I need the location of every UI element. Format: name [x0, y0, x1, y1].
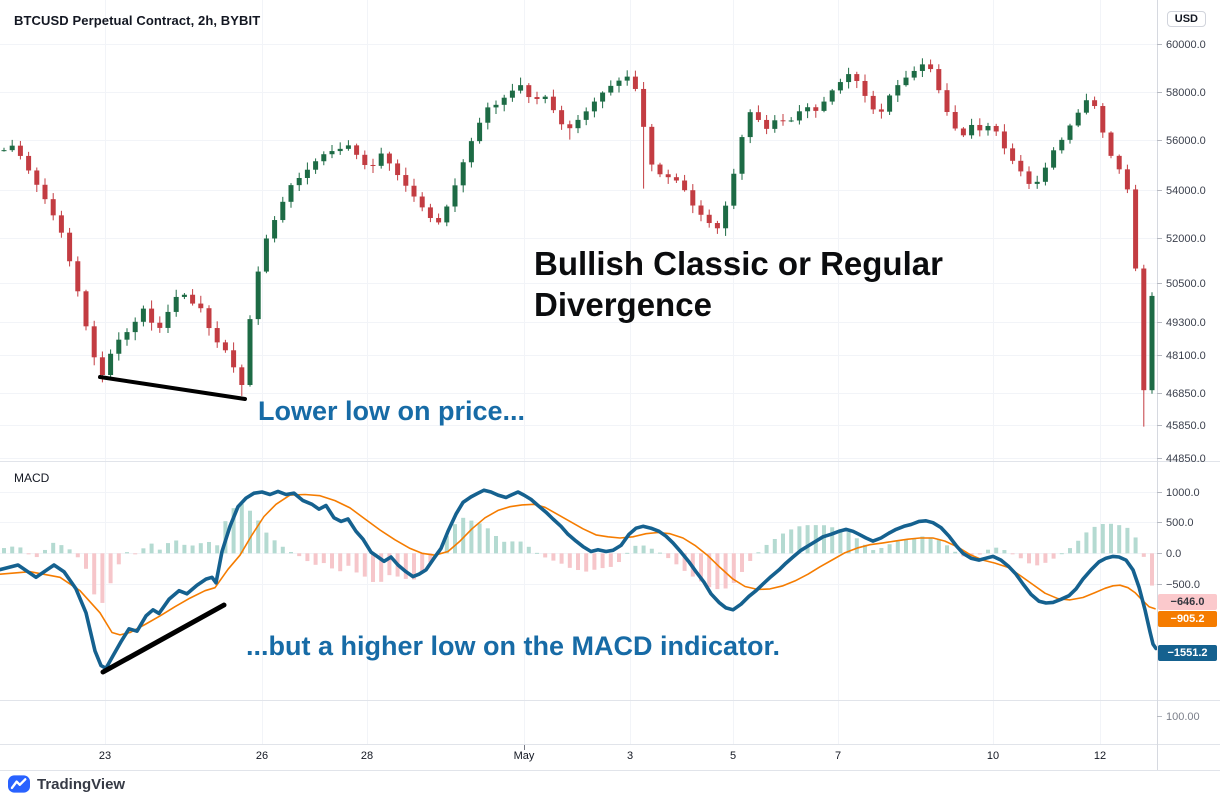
svg-text:50500.0: 50500.0 [1166, 278, 1206, 290]
svg-text:100.00: 100.00 [1166, 711, 1200, 723]
annotation-divergence-title: Bullish Classic or Regular Divergence [534, 245, 943, 323]
annotation-price-note: Lower low on price... [258, 396, 526, 426]
svg-text:500.0: 500.0 [1166, 517, 1194, 529]
svg-text:45850.0: 45850.0 [1166, 420, 1206, 432]
svg-text:3: 3 [627, 750, 633, 762]
svg-text:0.0: 0.0 [1166, 548, 1181, 560]
tradingview-logo-text: TradingView [37, 775, 126, 793]
svg-text:5: 5 [730, 750, 736, 762]
macd-value-badge: −1551.2 [1158, 645, 1217, 661]
symbol-title: BTCUSD Perpetual Contract, 2h, BYBIT [14, 13, 261, 28]
macd-value-badge: −646.0 [1158, 594, 1217, 610]
currency-toggle-badge[interactable]: USD [1166, 11, 1206, 27]
svg-text:1000.0: 1000.0 [1166, 487, 1200, 499]
tradingview-logo-icon [8, 775, 30, 793]
svg-text:52000.0: 52000.0 [1166, 233, 1206, 245]
svg-text:−500.0: −500.0 [1166, 579, 1200, 591]
macd-pane-label: MACD [14, 471, 50, 485]
svg-text:49300.0: 49300.0 [1166, 317, 1206, 329]
chart-canvas[interactable]: 60000.0 58000.0 56000.0 54000.0 52000.0 50500… [0, 0, 1220, 771]
tradingview-logo-link[interactable]: TradingView [8, 773, 125, 795]
svg-text:54000.0: 54000.0 [1166, 185, 1206, 197]
annotation-macd-note: ...but a higher low on the MACD indicato… [246, 631, 781, 661]
macd-value-badge: −905.2 [1158, 611, 1217, 627]
svg-text:23: 23 [99, 750, 111, 762]
svg-text:7: 7 [835, 750, 841, 762]
svg-text:46850.0: 46850.0 [1166, 388, 1206, 400]
svg-text:48100.0: 48100.0 [1166, 350, 1206, 362]
svg-text:58000.0: 58000.0 [1166, 87, 1206, 99]
svg-text:28: 28 [361, 750, 373, 762]
svg-text:12: 12 [1094, 750, 1106, 762]
svg-text:44850.0: 44850.0 [1166, 453, 1206, 465]
svg-text:56000.0: 56000.0 [1166, 135, 1206, 147]
svg-text:10: 10 [987, 750, 999, 762]
svg-text:60000.0: 60000.0 [1166, 39, 1206, 51]
svg-text:May: May [514, 750, 535, 762]
svg-text:26: 26 [256, 750, 268, 762]
